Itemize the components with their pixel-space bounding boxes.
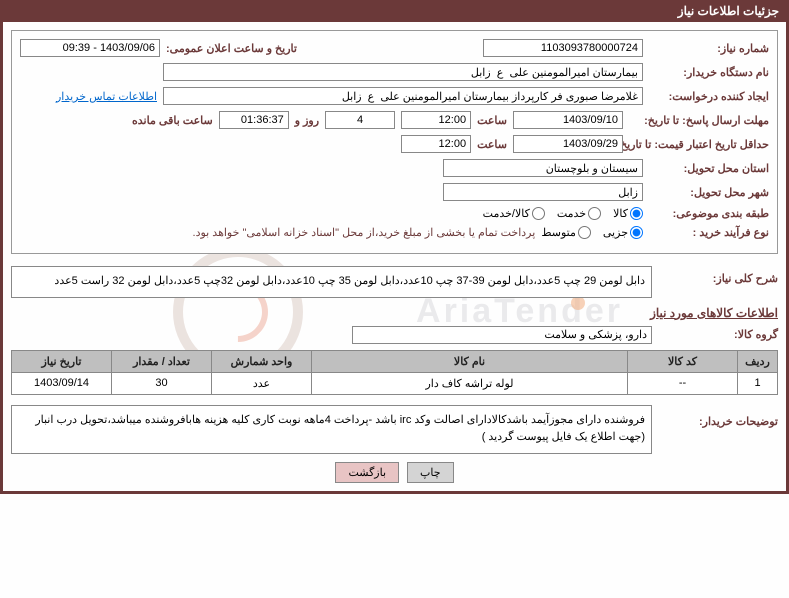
print-button[interactable]: چاپ: [407, 462, 454, 483]
contact-link[interactable]: اطلاعات تماس خریدار: [56, 90, 157, 103]
items-section-title: اطلاعات کالاهای مورد نیاز: [11, 306, 778, 320]
page-title: جزئیات اطلاعات نیاز: [678, 4, 779, 18]
deadline-time-field[interactable]: [401, 111, 471, 129]
announce-label: تاریخ و ساعت اعلان عمومی:: [166, 42, 297, 55]
cell-date: 1403/09/14: [12, 372, 112, 394]
category-label: طبقه بندی موضوعی:: [649, 207, 769, 220]
deadline-time-label: ساعت: [477, 114, 507, 127]
main-container: AriaTender شماره نیاز: تاریخ و ساعت اعلا…: [0, 22, 789, 494]
th-unit: واحد شمارش: [212, 350, 312, 372]
need-number-label: شماره نیاز:: [649, 42, 769, 55]
th-date: تاریخ نیاز: [12, 350, 112, 372]
requester-field[interactable]: [163, 87, 643, 105]
th-name: نام کالا: [312, 350, 628, 372]
buyer-field[interactable]: [163, 63, 643, 81]
desc-box: دابل لومن 29 چپ 5عدد،دابل لومن 39-37 چپ …: [11, 266, 652, 298]
back-button[interactable]: بازگشت: [335, 462, 399, 483]
cell-idx: 1: [738, 372, 778, 394]
th-qty: تعداد / مقدار: [112, 350, 212, 372]
category-radio-1[interactable]: [588, 207, 601, 220]
validity-date-field[interactable]: [513, 135, 623, 153]
province-field[interactable]: [443, 159, 643, 177]
purchase-type-label: نوع فرآیند خرید :: [649, 226, 769, 239]
category-opt-1: خدمت: [557, 207, 586, 220]
announce-field[interactable]: [20, 39, 160, 57]
table-row: 1 -- لوله تراشه کاف دار عدد 30 1403/09/1…: [12, 372, 778, 394]
purchase-opt-0: جزیی: [603, 226, 628, 239]
deadline-label: مهلت ارسال پاسخ: تا تاریخ:: [629, 114, 769, 127]
validity-label: حداقل تاریخ اعتبار قیمت: تا تاریخ:: [629, 138, 769, 151]
purchase-type-radio-group: جزیی متوسط: [541, 226, 643, 239]
category-opt-0: کالا: [613, 207, 628, 220]
th-code: کد کالا: [628, 350, 738, 372]
cell-unit: عدد: [212, 372, 312, 394]
validity-time-label: ساعت: [477, 138, 507, 151]
th-idx: ردیف: [738, 350, 778, 372]
need-number-field[interactable]: [483, 39, 643, 57]
deadline-remaining-label: ساعت باقی مانده: [132, 114, 213, 127]
button-row: چاپ بازگشت: [11, 462, 778, 483]
purchase-radio-0[interactable]: [630, 226, 643, 239]
category-opt-2: کالا/خدمت: [483, 207, 530, 220]
category-radio-0[interactable]: [630, 207, 643, 220]
deadline-date-field[interactable]: [513, 111, 623, 129]
deadline-days-label: روز و: [295, 114, 319, 127]
validity-time-field[interactable]: [401, 135, 471, 153]
buyer-notes-label: توضیحات خریدار:: [658, 405, 778, 428]
goods-group-field[interactable]: [352, 326, 652, 344]
cell-name: لوله تراشه کاف دار: [312, 372, 628, 394]
purchase-radio-1[interactable]: [578, 226, 591, 239]
category-radio-2[interactable]: [532, 207, 545, 220]
cell-qty: 30: [112, 372, 212, 394]
province-label: استان محل تحویل:: [649, 162, 769, 175]
form-panel: شماره نیاز: تاریخ و ساعت اعلان عمومی: نا…: [11, 30, 778, 254]
buyer-notes-box: فروشنده دارای مجوزآیمد باشدکالادارای اصا…: [11, 405, 652, 454]
page-header: جزئیات اطلاعات نیاز: [0, 0, 789, 22]
desc-label: شرح کلی نیاز:: [658, 266, 778, 285]
city-label: شهر محل تحویل:: [649, 186, 769, 199]
deadline-days-field[interactable]: [325, 111, 395, 129]
buyer-label: نام دستگاه خریدار:: [649, 66, 769, 79]
deadline-remaining-field[interactable]: [219, 111, 289, 129]
city-field[interactable]: [443, 183, 643, 201]
cell-code: --: [628, 372, 738, 394]
category-radio-group: کالا خدمت کالا/خدمت: [483, 207, 643, 220]
requester-label: ایجاد کننده درخواست:: [649, 90, 769, 103]
purchase-opt-1: متوسط: [541, 226, 576, 239]
purchase-note: پرداخت تمام یا بخشی از مبلغ خرید،از محل …: [193, 226, 536, 239]
goods-group-label: گروه کالا:: [658, 328, 778, 341]
items-table: ردیف کد کالا نام کالا واحد شمارش تعداد /…: [11, 350, 778, 395]
